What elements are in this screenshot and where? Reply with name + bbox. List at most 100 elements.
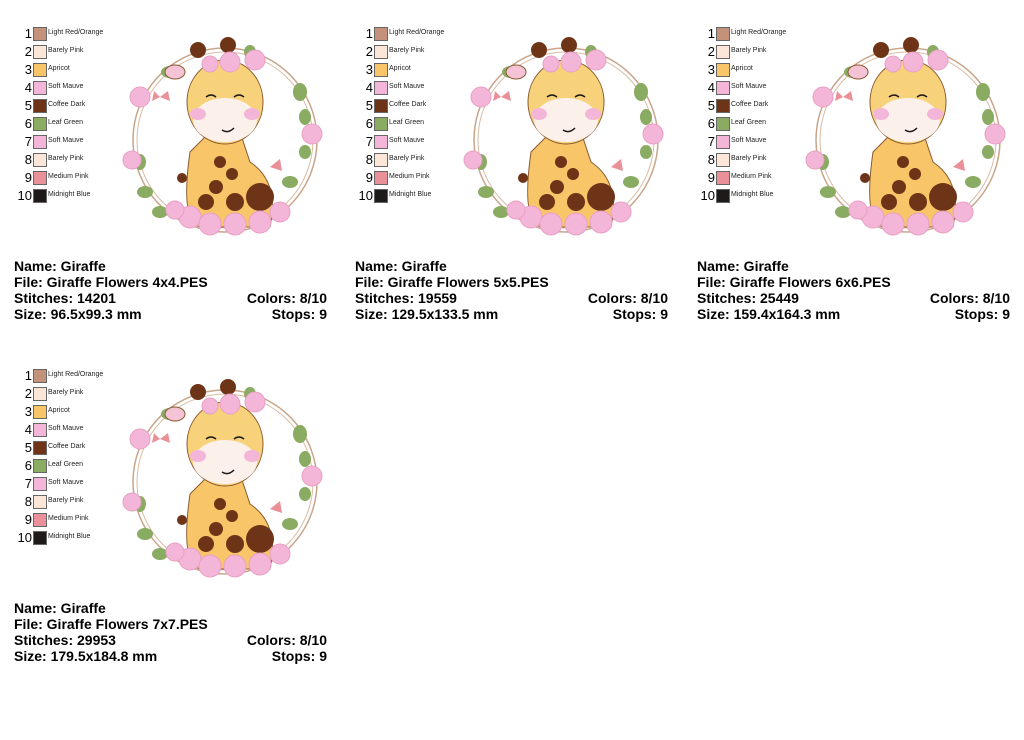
design-panel: 1 Light Red/Orange 2 Barely Pink 3 Apricot 4 So… bbox=[14, 368, 334, 668]
stitch-count: Stitches: 14201 bbox=[14, 290, 116, 306]
design-name: Name: Giraffe bbox=[14, 258, 106, 274]
color-name: Coffee Dark bbox=[731, 101, 769, 108]
color-swatch bbox=[33, 99, 47, 113]
legend-row: 2 Barely Pink bbox=[359, 44, 469, 60]
legend-row: 6 Leaf Green bbox=[359, 116, 469, 132]
color-name: Barely Pink bbox=[389, 155, 425, 162]
color-swatch bbox=[374, 99, 388, 113]
color-number: 5 bbox=[365, 98, 373, 113]
color-number: 9 bbox=[707, 170, 715, 185]
color-swatch bbox=[716, 45, 730, 59]
color-name: Apricot bbox=[48, 407, 70, 414]
color-number: 7 bbox=[707, 134, 715, 149]
color-swatch bbox=[374, 81, 388, 95]
color-name: Light Red/Orange bbox=[389, 29, 445, 36]
legend-row: 6 Leaf Green bbox=[18, 458, 128, 474]
color-number: 4 bbox=[707, 80, 715, 95]
legend-row: 7 Soft Mauve bbox=[359, 134, 469, 150]
design-size: Size: 96.5x99.3 mm bbox=[14, 306, 142, 322]
color-swatch bbox=[374, 27, 388, 41]
color-swatch bbox=[374, 171, 388, 185]
color-name: Medium Pink bbox=[48, 515, 89, 522]
color-swatch bbox=[716, 171, 730, 185]
color-number: 7 bbox=[24, 134, 32, 149]
color-name: Soft Mauve bbox=[48, 83, 84, 90]
design-size: Size: 129.5x133.5 mm bbox=[355, 306, 499, 322]
legend-row: 8 Barely Pink bbox=[359, 152, 469, 168]
color-swatch bbox=[716, 27, 730, 41]
color-number: 8 bbox=[707, 152, 715, 167]
color-number: 9 bbox=[365, 170, 373, 185]
legend-row: 2 Barely Pink bbox=[18, 44, 128, 60]
design-file: File: Giraffe Flowers 5x5.PES bbox=[355, 274, 549, 290]
legend-row: 1 Light Red/Orange bbox=[701, 26, 811, 42]
legend-row: 4 Soft Mauve bbox=[18, 80, 128, 96]
color-swatch bbox=[33, 189, 47, 203]
color-number: 3 bbox=[707, 62, 715, 77]
color-swatch bbox=[33, 531, 47, 545]
color-swatch bbox=[33, 513, 47, 527]
color-swatch bbox=[33, 27, 47, 41]
color-name: Soft Mauve bbox=[48, 425, 84, 432]
color-number: 4 bbox=[365, 80, 373, 95]
color-swatch bbox=[33, 441, 47, 455]
color-swatch bbox=[33, 135, 47, 149]
legend-row: 3 Apricot bbox=[359, 62, 469, 78]
legend-row: 2 Barely Pink bbox=[701, 44, 811, 60]
color-number: 8 bbox=[24, 494, 32, 509]
stop-count: Stops: 9 bbox=[954, 306, 1010, 322]
color-number: 10 bbox=[700, 188, 715, 203]
color-swatch bbox=[716, 189, 730, 203]
legend-row: 10 Midnight Blue bbox=[359, 188, 469, 204]
design-panel: 1 Light Red/Orange 2 Barely Pink 3 Apricot 4 So… bbox=[14, 26, 334, 326]
color-name: Coffee Dark bbox=[48, 443, 86, 450]
color-name: Medium Pink bbox=[731, 173, 772, 180]
color-number: 4 bbox=[24, 80, 32, 95]
color-number: 9 bbox=[24, 170, 32, 185]
color-name: Leaf Green bbox=[48, 119, 84, 126]
color-name: Midnight Blue bbox=[731, 191, 774, 198]
color-name: Midnight Blue bbox=[48, 533, 91, 540]
color-swatch bbox=[716, 135, 730, 149]
legend-row: 8 Barely Pink bbox=[18, 494, 128, 510]
design-panel: 1 Light Red/Orange 2 Barely Pink 3 Apricot 4 So… bbox=[355, 26, 675, 326]
color-number: 8 bbox=[365, 152, 373, 167]
color-number: 8 bbox=[24, 152, 32, 167]
color-name: Apricot bbox=[389, 65, 411, 72]
color-number: 5 bbox=[24, 98, 32, 113]
color-swatch bbox=[716, 99, 730, 113]
stitch-count: Stitches: 25449 bbox=[697, 290, 799, 306]
design-name: Name: Giraffe bbox=[697, 258, 789, 274]
color-number: 1 bbox=[707, 26, 715, 41]
color-name: Soft Mauve bbox=[389, 137, 425, 144]
color-name: Barely Pink bbox=[48, 497, 84, 504]
color-swatch bbox=[374, 117, 388, 131]
legend-row: 1 Light Red/Orange bbox=[359, 26, 469, 42]
legend-row: 5 Coffee Dark bbox=[18, 98, 128, 114]
color-name: Soft Mauve bbox=[48, 137, 84, 144]
color-number: 2 bbox=[24, 44, 32, 59]
giraffe-embroidery-preview bbox=[463, 37, 664, 236]
legend-row: 10 Midnight Blue bbox=[18, 530, 128, 546]
color-number: 3 bbox=[365, 62, 373, 77]
color-swatch bbox=[374, 189, 388, 203]
legend-row: 5 Coffee Dark bbox=[701, 98, 811, 114]
color-number: 6 bbox=[24, 458, 32, 473]
color-name: Leaf Green bbox=[389, 119, 425, 126]
legend-row: 4 Soft Mauve bbox=[701, 80, 811, 96]
design-size: Size: 159.4x164.3 mm bbox=[697, 306, 841, 322]
legend-row: 10 Midnight Blue bbox=[701, 188, 811, 204]
color-number: 2 bbox=[365, 44, 373, 59]
legend-row: 1 Light Red/Orange bbox=[18, 368, 128, 384]
color-name: Leaf Green bbox=[48, 461, 84, 468]
color-swatch bbox=[33, 171, 47, 185]
color-name: Apricot bbox=[731, 65, 753, 72]
design-panel: 1 Light Red/Orange 2 Barely Pink 3 Apricot 4 So… bbox=[697, 26, 1017, 326]
color-swatch bbox=[33, 45, 47, 59]
legend-row: 9 Medium Pink bbox=[359, 170, 469, 186]
legend-row: 7 Soft Mauve bbox=[18, 134, 128, 150]
color-name: Medium Pink bbox=[48, 173, 89, 180]
color-name: Barely Pink bbox=[731, 155, 767, 162]
color-swatch bbox=[33, 153, 47, 167]
color-name: Light Red/Orange bbox=[48, 29, 104, 36]
